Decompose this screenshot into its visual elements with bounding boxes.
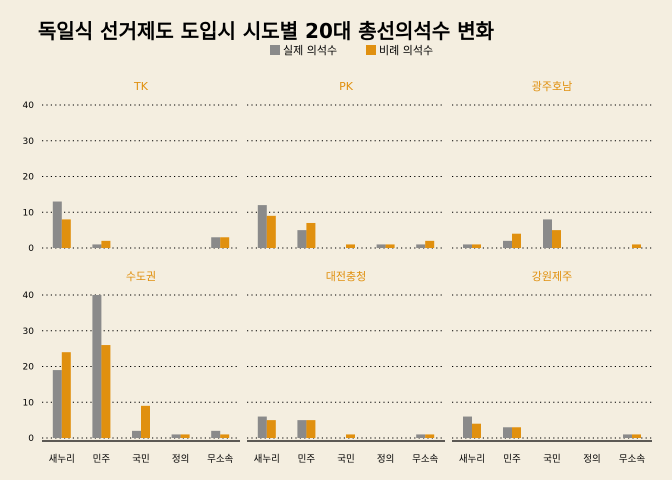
panel-3: 수도권 0 10 20 30 40 새누리 민주 국민 정의 무소속 bbox=[23, 270, 240, 465]
bar-3-0-0 bbox=[52, 370, 62, 438]
legend-label-1: 비례 의석수 bbox=[379, 44, 433, 57]
bar-5-4-0 bbox=[623, 434, 632, 438]
bar-3-3-0 bbox=[171, 434, 181, 438]
bar-0-0-1 bbox=[61, 219, 71, 248]
bar-1-0-1 bbox=[266, 215, 276, 248]
x-tick-label-5-1: 민주 bbox=[503, 454, 521, 465]
bar-2-0-0 bbox=[463, 244, 472, 248]
bar-0-1-0 bbox=[92, 244, 102, 248]
bar-5-1-1 bbox=[512, 427, 521, 438]
x-tick-label-3-0: 새누리 bbox=[49, 454, 75, 465]
legend-label-0: 실제 의석수 bbox=[283, 44, 337, 57]
panel-title-2: 광주호남 bbox=[532, 80, 572, 93]
x-tick-label-4-1: 민주 bbox=[298, 454, 316, 465]
panel-1: PK bbox=[247, 80, 445, 249]
panel-0: TK 0 10 20 30 40 bbox=[23, 80, 240, 254]
y-tick-label-0-0: 0 bbox=[28, 244, 34, 254]
legend: 실제 의석수 비례 의석수 bbox=[270, 44, 433, 57]
bar-3-4-0 bbox=[211, 430, 221, 438]
x-tick-label-5-0: 새누리 bbox=[459, 454, 485, 465]
bar-5-1-0 bbox=[503, 427, 512, 438]
chart-title: 독일식 선거제도 도입시 시도별 20대 총선의석수 변화 bbox=[38, 19, 495, 43]
bar-4-0-1 bbox=[266, 420, 276, 438]
panel-title-1: PK bbox=[339, 80, 354, 93]
bar-2-1-0 bbox=[503, 240, 512, 248]
x-tick-label-4-4: 무소속 bbox=[412, 454, 438, 465]
y-tick-label-0-4: 40 bbox=[23, 101, 35, 111]
bar-3-1-1 bbox=[101, 345, 111, 438]
bar-3-0-1 bbox=[61, 352, 71, 438]
x-tick-label-5-4: 무소속 bbox=[619, 454, 645, 465]
bar-0-1-1 bbox=[101, 240, 111, 248]
legend-swatch-1 bbox=[366, 45, 376, 55]
bar-1-3-1 bbox=[385, 244, 395, 248]
bar-4-1-0 bbox=[297, 420, 307, 438]
x-tick-label-4-2: 국민 bbox=[337, 454, 354, 465]
bar-2-4-1 bbox=[632, 244, 641, 248]
bar-1-1-1 bbox=[306, 222, 316, 248]
bar-4-1-1 bbox=[306, 420, 316, 438]
bar-4-4-1 bbox=[425, 434, 435, 438]
bar-1-3-0 bbox=[376, 244, 386, 248]
bar-0-4-0 bbox=[211, 237, 221, 248]
bar-4-4-0 bbox=[416, 434, 426, 438]
bar-5-0-1 bbox=[472, 423, 481, 438]
x-tick-label-5-2: 국민 bbox=[543, 454, 560, 465]
panel-title-0: TK bbox=[133, 80, 149, 93]
bar-3-1-0 bbox=[92, 295, 102, 438]
bar-1-4-0 bbox=[416, 244, 426, 248]
bar-5-4-1 bbox=[632, 434, 641, 438]
bar-3-2-1 bbox=[141, 405, 150, 438]
bar-2-1-1 bbox=[512, 233, 521, 248]
y-tick-label-3-3: 30 bbox=[23, 327, 35, 337]
y-tick-label-0-1: 10 bbox=[23, 208, 35, 218]
bar-5-0-0 bbox=[463, 416, 472, 438]
bar-1-4-1 bbox=[425, 240, 435, 248]
legend-swatch-0 bbox=[270, 45, 280, 55]
y-tick-label-3-2: 20 bbox=[23, 363, 35, 373]
x-tick-label-3-4: 무소속 bbox=[207, 454, 233, 465]
panel-title-4: 대전충청 bbox=[326, 270, 366, 283]
panel-title-3: 수도권 bbox=[126, 270, 156, 283]
bar-3-2-0 bbox=[132, 430, 141, 438]
bar-2-2-0 bbox=[543, 219, 552, 248]
x-tick-label-3-1: 민주 bbox=[93, 454, 111, 465]
bar-1-1-0 bbox=[297, 230, 307, 248]
bar-3-4-1 bbox=[220, 434, 230, 438]
bar-2-0-1 bbox=[472, 244, 481, 248]
y-tick-label-3-4: 40 bbox=[23, 291, 35, 301]
bar-3-3-1 bbox=[180, 434, 190, 438]
x-tick-label-4-3: 정의 bbox=[377, 454, 394, 465]
bar-0-4-1 bbox=[220, 237, 230, 248]
bar-2-2-1 bbox=[552, 230, 561, 248]
x-tick-label-3-2: 국민 bbox=[132, 454, 149, 465]
y-tick-label-3-0: 0 bbox=[28, 434, 34, 444]
bar-4-0-0 bbox=[257, 416, 267, 438]
x-tick-label-5-3: 정의 bbox=[583, 454, 600, 465]
y-tick-label-0-3: 30 bbox=[23, 137, 35, 147]
y-tick-label-0-2: 20 bbox=[23, 173, 35, 183]
panel-2: 광주호남 bbox=[452, 80, 652, 249]
bar-4-2-1 bbox=[346, 434, 355, 438]
x-tick-label-3-3: 정의 bbox=[172, 454, 189, 465]
x-tick-label-4-0: 새누리 bbox=[254, 454, 280, 465]
bar-1-2-1 bbox=[346, 244, 355, 248]
bar-1-0-0 bbox=[257, 205, 267, 248]
bar-0-0-0 bbox=[52, 201, 62, 248]
y-tick-label-3-1: 10 bbox=[23, 398, 35, 408]
panel-title-5: 강원제주 bbox=[532, 270, 572, 283]
